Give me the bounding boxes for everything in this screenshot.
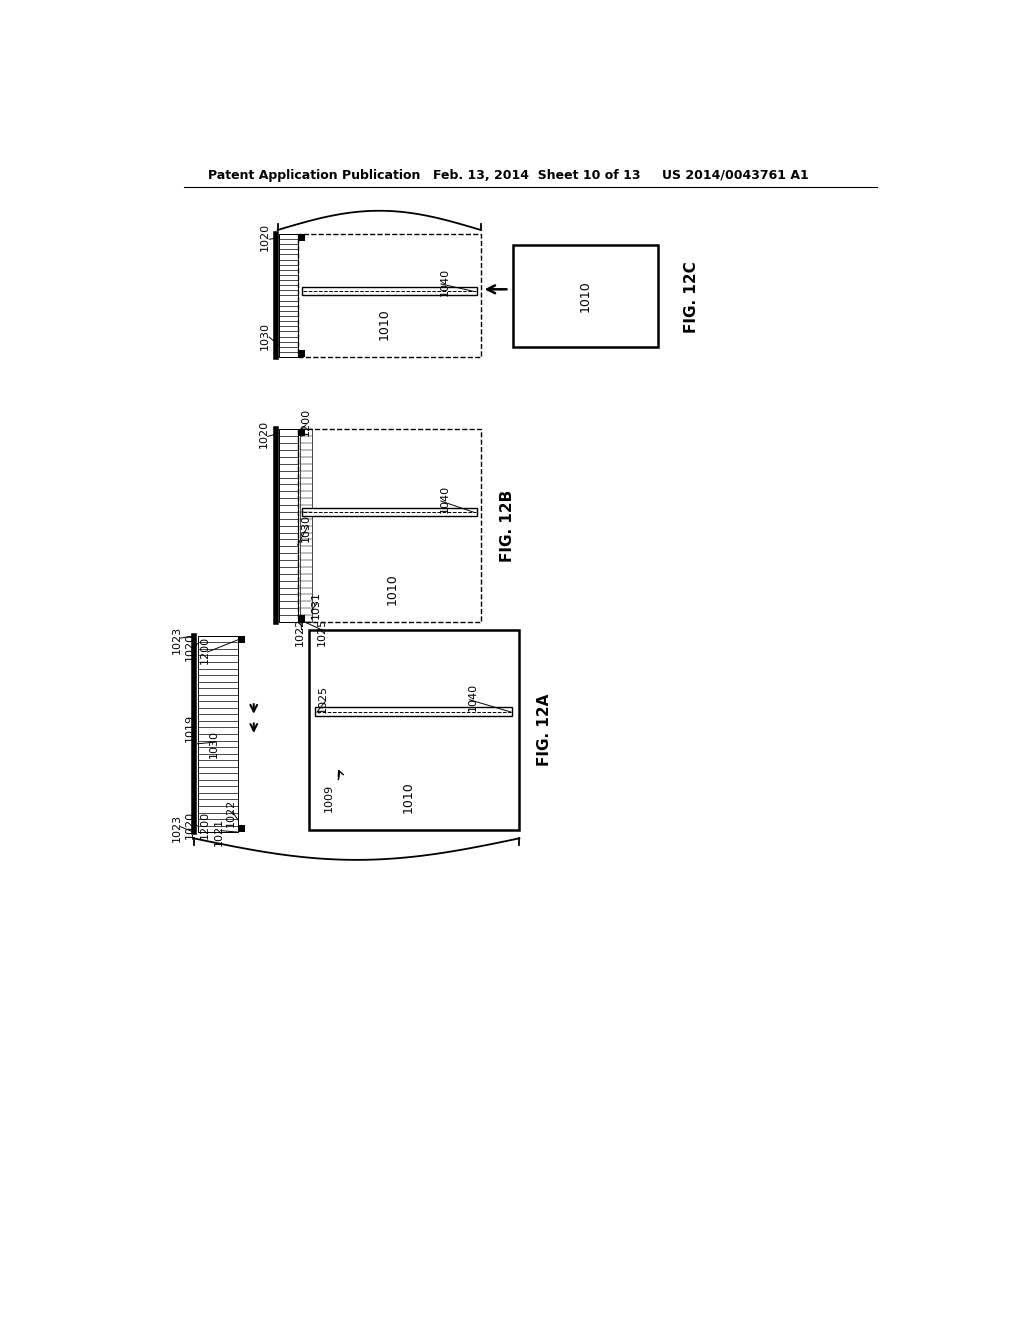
Text: 1010: 1010 bbox=[401, 781, 415, 813]
Text: 1040: 1040 bbox=[439, 268, 450, 296]
Bar bbox=[298, 350, 304, 358]
Text: 1022: 1022 bbox=[225, 799, 236, 828]
Text: US 2014/0043761 A1: US 2014/0043761 A1 bbox=[662, 169, 809, 182]
Text: 1025: 1025 bbox=[316, 618, 327, 645]
Text: 1010: 1010 bbox=[580, 280, 592, 312]
Bar bbox=[301, 286, 477, 296]
Text: Feb. 13, 2014  Sheet 10 of 13: Feb. 13, 2014 Sheet 10 of 13 bbox=[433, 169, 641, 182]
Text: 1020: 1020 bbox=[260, 223, 270, 251]
Text: 1010: 1010 bbox=[386, 574, 399, 606]
Text: 1030: 1030 bbox=[209, 730, 219, 758]
Text: 1021: 1021 bbox=[213, 818, 223, 846]
Text: 1020: 1020 bbox=[259, 420, 268, 447]
Text: FIG. 12A: FIG. 12A bbox=[538, 693, 552, 766]
Text: 1023: 1023 bbox=[172, 814, 182, 842]
Text: 1020: 1020 bbox=[185, 634, 195, 661]
Bar bbox=[298, 615, 304, 622]
Text: 1030: 1030 bbox=[260, 322, 270, 350]
Text: 1040: 1040 bbox=[439, 484, 450, 512]
Bar bbox=[239, 636, 246, 643]
Text: 1031: 1031 bbox=[310, 591, 321, 619]
Bar bbox=[298, 234, 304, 240]
Text: 1200: 1200 bbox=[301, 408, 311, 436]
Bar bbox=[301, 508, 477, 516]
Text: 1030: 1030 bbox=[301, 513, 311, 543]
Text: 1200: 1200 bbox=[201, 636, 210, 664]
Bar bbox=[309, 630, 518, 830]
Text: 1019: 1019 bbox=[185, 714, 195, 742]
Bar bbox=[280, 429, 298, 622]
Bar bbox=[315, 708, 512, 715]
Text: 1023: 1023 bbox=[172, 626, 182, 653]
Bar bbox=[298, 429, 481, 622]
Text: FIG. 12C: FIG. 12C bbox=[684, 261, 698, 333]
Bar bbox=[300, 429, 311, 622]
Text: 1025: 1025 bbox=[318, 685, 328, 713]
Bar bbox=[298, 234, 481, 358]
Text: 1009: 1009 bbox=[325, 784, 334, 812]
Text: 1040: 1040 bbox=[468, 684, 478, 711]
Bar bbox=[198, 636, 239, 832]
Text: Patent Application Publication: Patent Application Publication bbox=[208, 169, 420, 182]
Bar bbox=[513, 246, 658, 347]
Bar bbox=[280, 234, 298, 358]
Text: FIG. 12B: FIG. 12B bbox=[501, 490, 515, 562]
Text: 1022: 1022 bbox=[295, 618, 305, 645]
Text: 1010: 1010 bbox=[378, 308, 391, 339]
Text: 1020: 1020 bbox=[185, 810, 195, 838]
Bar bbox=[298, 429, 304, 437]
Text: 1200: 1200 bbox=[201, 810, 210, 838]
Bar bbox=[239, 825, 246, 832]
